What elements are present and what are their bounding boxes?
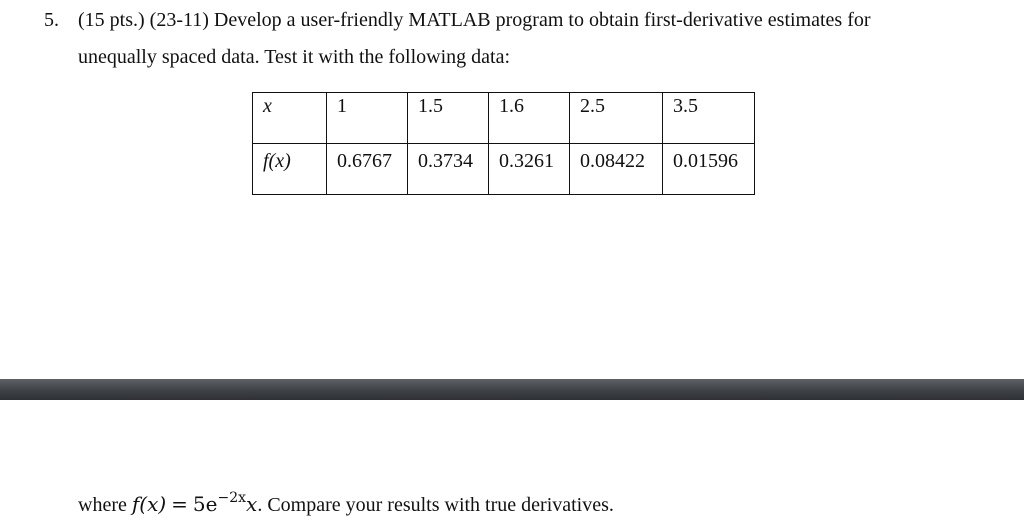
function-definition-line: where f(x) = 5e−2xx. Compare your result… <box>78 484 614 519</box>
table-cell: 0.6767 <box>326 143 408 195</box>
table-cell: 0.3734 <box>407 143 489 195</box>
problem-number: 5. <box>44 9 59 31</box>
row-label-x: x <box>252 92 327 144</box>
table-cell: 0.08422 <box>569 143 663 195</box>
table-cell: 1.5 <box>407 92 489 144</box>
table-cell: 0.01596 <box>662 143 755 195</box>
table-row-x: x 1 1.5 1.6 2.5 3.5 <box>252 92 755 144</box>
problem-text-line-1: (15 pts.) (23-11) Develop a user-friendl… <box>78 9 871 31</box>
equals-sign: = <box>171 492 188 516</box>
table-cell: 2.5 <box>569 92 663 144</box>
problem-statement-line-2: unequally spaced data. Test it with the … <box>78 46 511 68</box>
compare-instruction: . Compare your results with true derivat… <box>257 494 614 516</box>
problem-statement-line-1: 5. (15 pts.) (23-11) Develop a user-frien… <box>44 6 974 34</box>
table-row-fx: f(x) 0.6767 0.3734 0.3261 0.08422 0.0159… <box>252 143 755 195</box>
function-coefficient: 5e <box>192 492 218 516</box>
page-divider-bar <box>0 379 1024 400</box>
table-cell: 3.5 <box>662 92 755 144</box>
table-cell: 1 <box>326 92 408 144</box>
where-label: where <box>78 494 127 516</box>
data-table: x 1 1.5 1.6 2.5 3.5 f(x) 0.6767 0.3734 0… <box>252 92 755 195</box>
function-lhs: f(x) <box>131 492 167 516</box>
function-exponent: −2x <box>217 490 247 506</box>
table-cell: 0.3261 <box>488 143 570 195</box>
row-label-fx: f(x) <box>252 143 327 195</box>
table-cell: 1.6 <box>488 92 570 144</box>
function-variable: x <box>246 492 258 516</box>
